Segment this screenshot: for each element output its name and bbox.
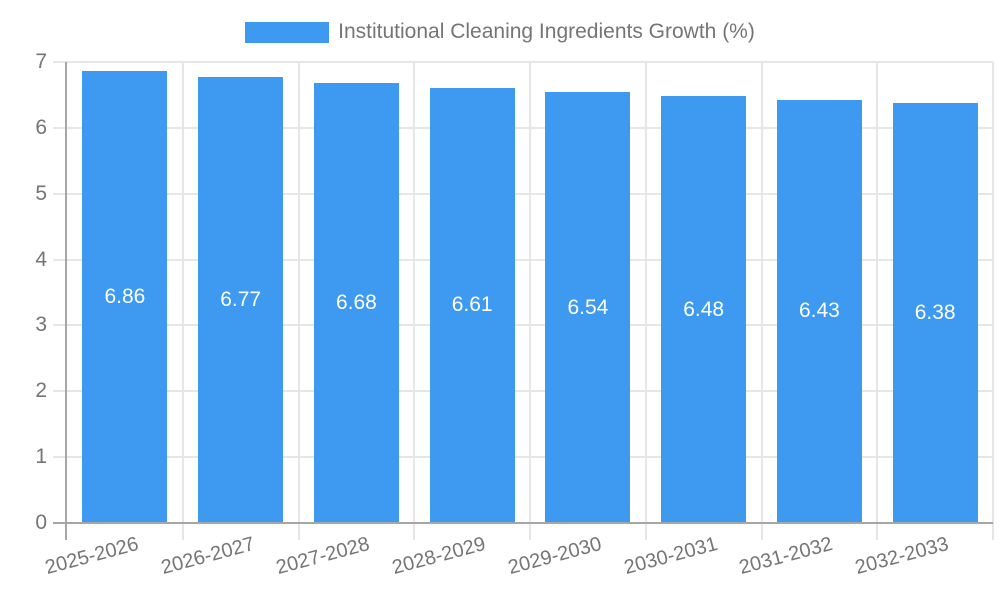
- bar: 6.61: [429, 87, 515, 523]
- x-gridline: [181, 62, 184, 540]
- legend-label: Institutional Cleaning Ingredients Growt…: [338, 20, 755, 43]
- legend-item[interactable]: Institutional Cleaning Ingredients Growt…: [0, 20, 1000, 44]
- bar: 6.43: [776, 99, 862, 523]
- x-gridline: [413, 62, 416, 540]
- y-axis-tick-label: 5: [35, 181, 47, 205]
- x-gridline: [644, 62, 647, 540]
- x-gridline: [876, 62, 879, 540]
- bar-value-label: 6.61: [451, 293, 493, 317]
- bar-value-label: 6.43: [798, 299, 840, 323]
- bar: 6.86: [82, 71, 168, 523]
- y-axis-line: [65, 62, 67, 540]
- y-axis-tick-label: 6: [35, 115, 47, 139]
- bar: 6.68: [313, 83, 399, 523]
- bar-value-label: 6.68: [335, 291, 377, 315]
- bar: 6.38: [892, 102, 978, 523]
- y-axis-tick-label: 0: [35, 511, 47, 534]
- y-axis-tick-label: 1: [35, 445, 47, 469]
- bar-value-label: 6.48: [683, 297, 725, 321]
- bar: 6.77: [198, 77, 284, 523]
- bar-value-label: 6.86: [104, 285, 146, 309]
- y-gridline: [53, 61, 993, 63]
- y-axis-tick-label: 4: [35, 247, 47, 271]
- x-gridline: [992, 62, 994, 540]
- y-axis-tick-label: 3: [35, 313, 47, 337]
- bar-value-label: 6.77: [220, 288, 262, 312]
- bar: 6.54: [545, 92, 631, 523]
- legend-swatch: [245, 21, 330, 43]
- bar-value-label: 6.54: [567, 295, 609, 319]
- x-gridline: [529, 62, 531, 540]
- y-axis-tick-label: 2: [35, 379, 47, 403]
- bar: 6.48: [661, 96, 747, 523]
- bar-value-label: 6.38: [914, 300, 956, 324]
- x-gridline: [297, 62, 300, 540]
- y-axis-tick-label: 7: [35, 50, 47, 73]
- x-gridline: [760, 62, 763, 540]
